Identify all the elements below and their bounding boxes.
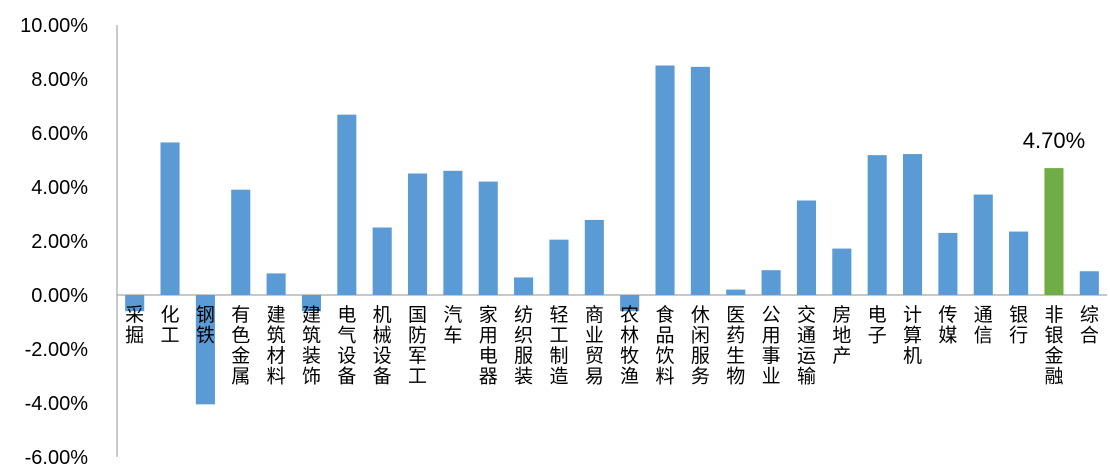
category-label: 综合 <box>1080 304 1099 347</box>
bar <box>514 277 534 295</box>
category-label: 钢铁 <box>196 304 215 347</box>
y-tick-label: -4.00% <box>25 393 89 415</box>
bar <box>407 173 428 295</box>
y-tick-label: 2.00% <box>31 231 88 253</box>
category-labels: 采掘化工钢铁有色金属建筑材料建筑装饰电气设备机械设备国防军工汽车家用电器纺织服装… <box>125 304 1099 388</box>
bar <box>902 154 923 295</box>
category-label: 计算机 <box>903 304 922 367</box>
bar <box>478 181 498 295</box>
category-label: 通信 <box>974 304 993 347</box>
category-label: 建筑装饰 <box>302 304 321 388</box>
y-axis-tick-labels: 10.00% 8.00% 6.00% 4.00% 2.00% 0.00% -2.00% -4.… <box>20 15 88 468</box>
category-label: 机械设备 <box>373 304 392 388</box>
bar <box>125 295 145 312</box>
bar <box>337 114 357 295</box>
y-tick-label: 10.00% <box>20 15 88 37</box>
bar <box>266 273 286 295</box>
bar <box>443 170 463 295</box>
category-label: 家用电器 <box>479 304 498 388</box>
bar <box>301 295 322 312</box>
bar <box>1079 271 1099 295</box>
bar <box>832 248 852 295</box>
bar <box>973 194 993 295</box>
category-label: 汽车 <box>443 304 462 347</box>
bar <box>195 295 215 405</box>
category-label: 银行 <box>1009 304 1028 347</box>
category-label: 交通运输 <box>797 304 816 388</box>
bar <box>549 239 569 295</box>
bar <box>690 66 710 295</box>
bar <box>938 232 958 295</box>
bar <box>372 227 392 295</box>
category-label: 休闲服务 <box>691 304 710 388</box>
data-label: 4.70% <box>1023 128 1085 153</box>
bar <box>796 200 817 295</box>
bar <box>867 155 887 295</box>
category-label: 采掘 <box>125 304 144 347</box>
category-label: 轻工制造 <box>549 304 568 388</box>
bar <box>160 142 180 295</box>
bars <box>125 65 1099 405</box>
category-label: 食品饮料 <box>656 304 675 388</box>
data-labels: 4.70% <box>1023 128 1085 153</box>
category-label: 电气设备 <box>337 304 356 388</box>
bar <box>726 289 746 295</box>
category-label: 有色金属 <box>231 304 250 388</box>
category-label: 传媒 <box>938 304 957 347</box>
bar <box>620 295 640 312</box>
category-label: 电子 <box>868 304 887 347</box>
bar <box>1009 231 1029 295</box>
category-label: 商业贸易 <box>585 304 604 388</box>
category-label: 国防军工 <box>408 304 427 388</box>
category-label: 医药生物 <box>726 304 745 388</box>
bar <box>231 189 251 295</box>
category-label: 纺织服装 <box>514 304 533 388</box>
category-label: 公用事业 <box>762 304 781 388</box>
bar <box>761 270 781 295</box>
bar <box>1044 168 1064 295</box>
category-label: 非银金融 <box>1044 304 1063 388</box>
y-tick-label: 6.00% <box>31 123 88 145</box>
category-label: 化工 <box>161 304 180 347</box>
y-tick-label: -2.00% <box>25 339 89 361</box>
y-tick-label: 4.00% <box>31 177 88 199</box>
y-tick-label: -6.00% <box>25 447 89 468</box>
bar <box>655 65 675 295</box>
category-label: 建筑材料 <box>267 304 286 388</box>
category-label: 房地产 <box>832 304 851 367</box>
y-tick-label: 0.00% <box>31 285 88 307</box>
category-label: 农林牧渔 <box>620 304 639 388</box>
y-tick-label: 8.00% <box>31 69 88 91</box>
bar <box>584 219 604 295</box>
